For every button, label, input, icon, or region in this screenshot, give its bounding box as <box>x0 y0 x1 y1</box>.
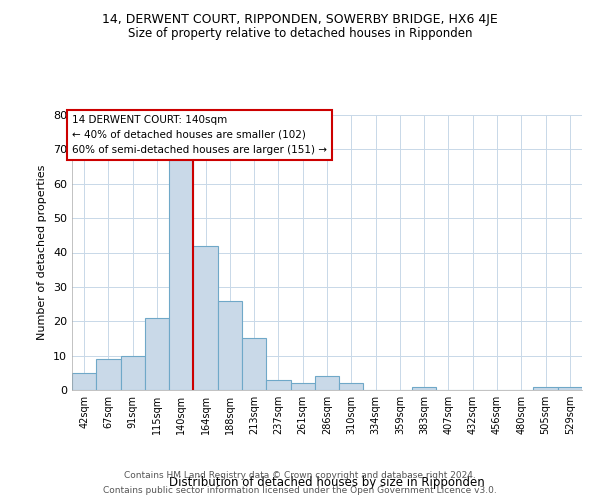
Text: Size of property relative to detached houses in Ripponden: Size of property relative to detached ho… <box>128 28 472 40</box>
Bar <box>266 380 290 390</box>
Text: 14, DERWENT COURT, RIPPONDEN, SOWERBY BRIDGE, HX6 4JE: 14, DERWENT COURT, RIPPONDEN, SOWERBY BR… <box>102 12 498 26</box>
Text: Contains HM Land Registry data © Crown copyright and database right 2024.: Contains HM Land Registry data © Crown c… <box>124 471 476 480</box>
Bar <box>121 356 145 390</box>
Bar <box>533 386 558 390</box>
Bar <box>242 338 266 390</box>
Bar <box>72 373 96 390</box>
Bar <box>558 386 582 390</box>
Bar <box>145 318 169 390</box>
X-axis label: Distribution of detached houses by size in Ripponden: Distribution of detached houses by size … <box>169 476 485 489</box>
Bar <box>193 246 218 390</box>
Bar <box>315 376 339 390</box>
Bar <box>96 359 121 390</box>
Text: 14 DERWENT COURT: 140sqm
← 40% of detached houses are smaller (102)
60% of semi-: 14 DERWENT COURT: 140sqm ← 40% of detach… <box>72 115 327 154</box>
Bar <box>339 383 364 390</box>
Bar <box>290 383 315 390</box>
Bar <box>218 300 242 390</box>
Text: Contains public sector information licensed under the Open Government Licence v3: Contains public sector information licen… <box>103 486 497 495</box>
Y-axis label: Number of detached properties: Number of detached properties <box>37 165 47 340</box>
Bar <box>412 386 436 390</box>
Bar <box>169 160 193 390</box>
